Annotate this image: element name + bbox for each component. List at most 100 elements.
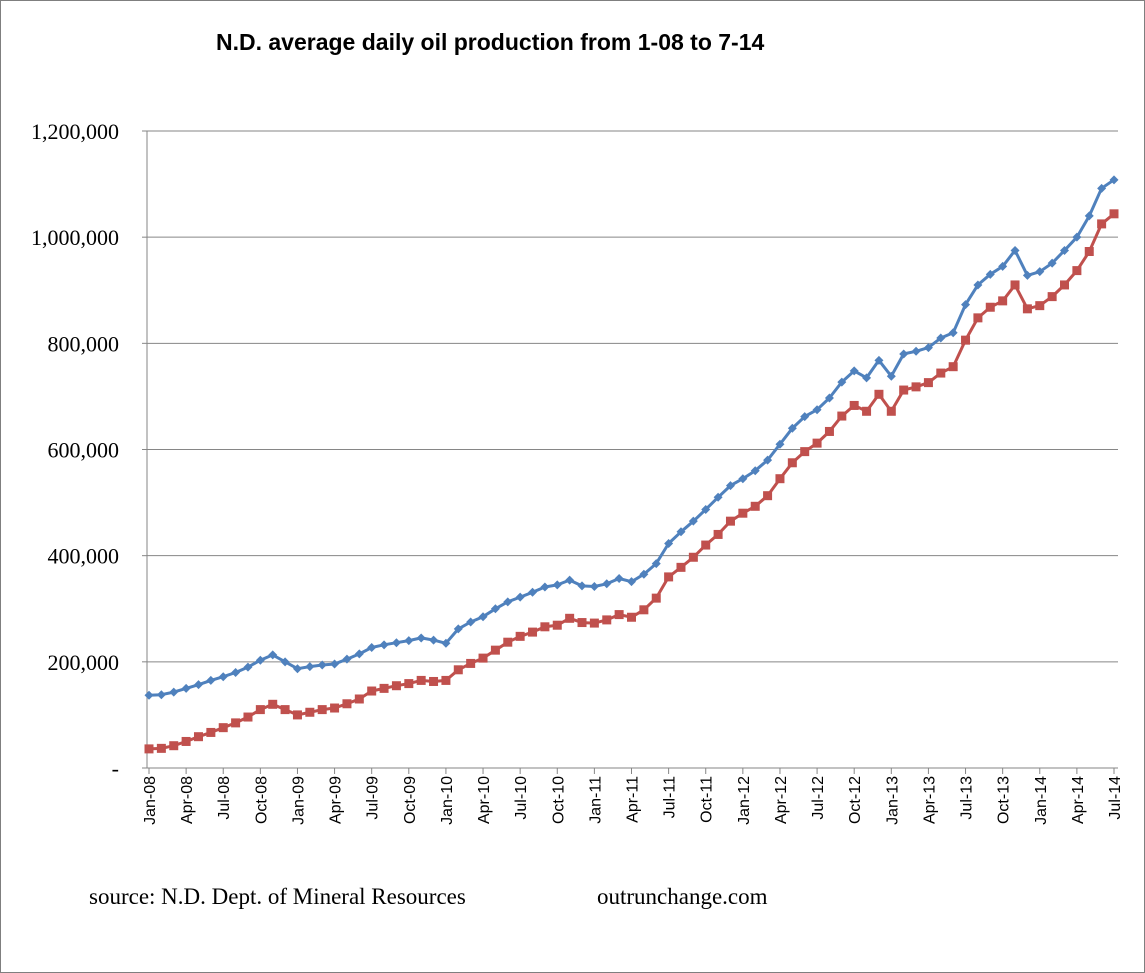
data-point bbox=[664, 572, 674, 582]
data-point bbox=[429, 676, 439, 686]
data-point bbox=[1010, 245, 1020, 255]
series bbox=[144, 175, 1119, 754]
gridlines bbox=[147, 130, 1118, 663]
data-point bbox=[948, 362, 958, 372]
x-tick-label: Oct-12 bbox=[847, 776, 864, 824]
y-tick-label: 200,000 bbox=[48, 650, 120, 675]
x-tick-label: Apr-12 bbox=[773, 776, 790, 824]
data-point bbox=[255, 705, 265, 715]
data-point bbox=[515, 631, 525, 641]
data-point bbox=[676, 562, 686, 572]
data-point bbox=[886, 406, 896, 416]
y-tick-label: 1,200,000 bbox=[31, 119, 119, 144]
data-point bbox=[367, 643, 377, 653]
x-tick-label: Jan-12 bbox=[736, 776, 753, 825]
data-point bbox=[379, 640, 389, 650]
source-note: source: N.D. Dept. of Mineral Resources bbox=[89, 884, 466, 909]
data-point bbox=[800, 412, 810, 422]
data-point bbox=[144, 744, 154, 754]
data-point bbox=[231, 718, 241, 728]
data-point bbox=[342, 699, 352, 709]
data-point bbox=[503, 597, 513, 607]
data-point bbox=[1047, 292, 1057, 302]
data-point bbox=[169, 741, 179, 751]
data-point bbox=[1084, 211, 1094, 221]
data-point bbox=[750, 501, 760, 511]
data-point bbox=[404, 679, 414, 689]
x-tick-label: Jul-10 bbox=[513, 776, 530, 820]
data-point bbox=[391, 638, 401, 648]
data-point bbox=[577, 581, 587, 591]
data-point bbox=[218, 672, 228, 682]
data-point bbox=[1109, 175, 1119, 185]
data-point bbox=[181, 683, 191, 693]
data-point bbox=[961, 300, 971, 310]
x-tick-label: Apr-10 bbox=[476, 776, 493, 824]
data-point bbox=[1097, 183, 1107, 193]
data-point bbox=[528, 627, 538, 637]
data-point bbox=[973, 280, 983, 290]
data-point bbox=[268, 650, 278, 660]
data-point bbox=[862, 406, 872, 416]
data-point bbox=[973, 313, 983, 323]
data-point bbox=[478, 612, 488, 622]
data-point bbox=[268, 699, 278, 709]
data-point bbox=[998, 296, 1008, 306]
data-point bbox=[899, 385, 909, 395]
data-point bbox=[688, 516, 698, 526]
data-point bbox=[985, 302, 995, 312]
x-tick-label: Apr-13 bbox=[921, 776, 938, 824]
x-tick-label: Jul-11 bbox=[662, 776, 679, 818]
data-point bbox=[441, 675, 451, 685]
data-point bbox=[206, 675, 216, 685]
data-point bbox=[379, 683, 389, 693]
data-point bbox=[911, 382, 921, 392]
y-tick-label: 1,000,000 bbox=[31, 225, 119, 250]
data-point bbox=[429, 635, 439, 645]
data-point bbox=[936, 333, 946, 343]
data-point bbox=[453, 665, 463, 675]
data-point bbox=[490, 645, 500, 655]
data-point bbox=[1109, 209, 1119, 219]
data-point bbox=[305, 662, 315, 672]
data-point bbox=[305, 707, 315, 717]
data-point bbox=[627, 612, 636, 622]
data-point bbox=[676, 527, 686, 537]
data-point bbox=[1010, 280, 1020, 290]
data-point bbox=[416, 675, 426, 685]
data-point bbox=[280, 705, 290, 715]
x-tick-label: Jul-13 bbox=[959, 776, 976, 820]
data-point bbox=[169, 687, 179, 697]
data-point bbox=[787, 458, 797, 468]
data-point bbox=[317, 660, 327, 670]
data-point bbox=[565, 613, 575, 623]
x-tick-label: Jan-08 bbox=[142, 776, 159, 825]
data-point bbox=[1072, 232, 1082, 242]
data-point bbox=[837, 411, 847, 421]
data-point bbox=[602, 579, 612, 589]
data-point bbox=[565, 575, 575, 585]
data-point bbox=[156, 690, 166, 700]
data-point bbox=[998, 261, 1008, 271]
data-point bbox=[144, 690, 154, 700]
data-point bbox=[466, 658, 476, 668]
data-point bbox=[1060, 280, 1070, 290]
data-point bbox=[701, 540, 711, 550]
data-point bbox=[478, 653, 488, 663]
data-point bbox=[948, 328, 958, 338]
data-point bbox=[1035, 301, 1045, 311]
data-point bbox=[639, 569, 649, 579]
data-point bbox=[577, 618, 587, 628]
data-point bbox=[292, 710, 302, 720]
data-point bbox=[503, 637, 513, 647]
data-point bbox=[923, 343, 933, 353]
data-point bbox=[540, 582, 550, 592]
data-point bbox=[1072, 266, 1082, 276]
data-point bbox=[725, 481, 735, 491]
data-point bbox=[231, 667, 241, 677]
data-point bbox=[181, 736, 191, 746]
data-point bbox=[193, 732, 203, 742]
data-point bbox=[923, 378, 933, 388]
x-tick-label: Jan-13 bbox=[884, 776, 901, 825]
